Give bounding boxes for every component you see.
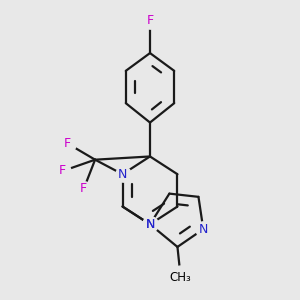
Text: N: N [118, 168, 127, 181]
Text: CH₃: CH₃ [170, 271, 192, 284]
Text: F: F [59, 164, 66, 178]
Text: N: N [145, 218, 155, 231]
Text: F: F [80, 182, 87, 195]
Text: F: F [64, 137, 71, 150]
Text: N: N [145, 218, 155, 231]
Text: F: F [146, 14, 154, 27]
Text: N: N [199, 223, 208, 236]
